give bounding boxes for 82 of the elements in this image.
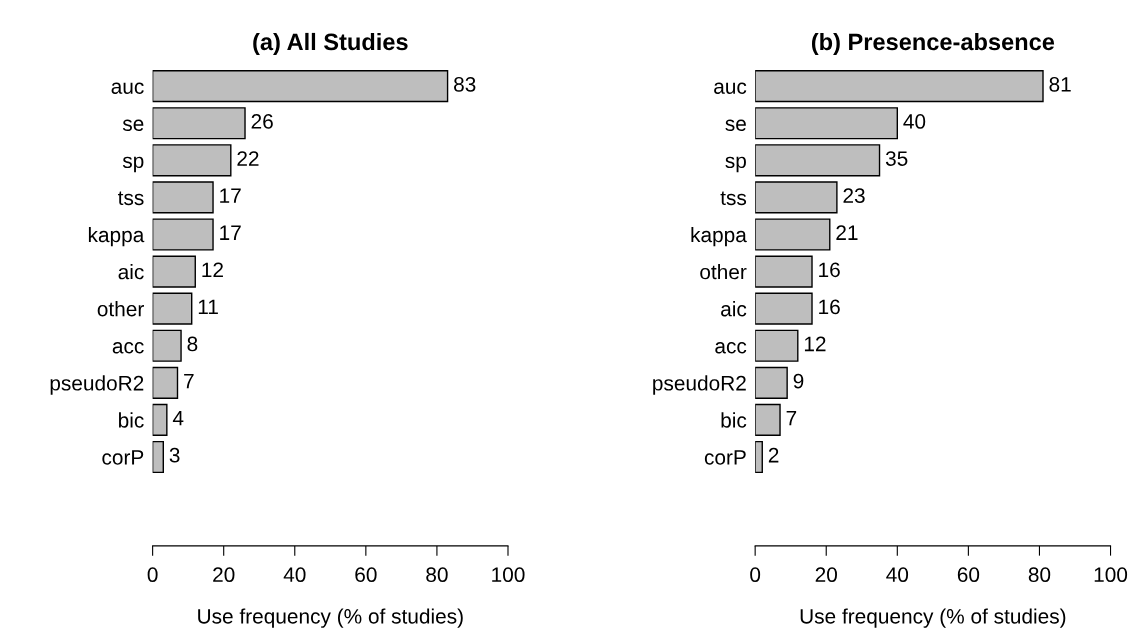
data-label: 2 [768,447,779,463]
bar [152,144,232,177]
bar [152,218,214,251]
y-tick-label: other [97,301,144,317]
y-tick-label: se [122,119,144,131]
x-tick-label: 100 [1094,567,1128,583]
y-tick-label: pseudoR2 [50,375,144,395]
data-label: 8 [187,336,198,352]
y-tick-label: sp [122,156,144,173]
bar [755,440,763,474]
bar [152,70,449,103]
bar [755,181,838,214]
bar [755,70,1044,103]
bar [152,329,182,362]
x-tick-label: 100 [492,567,525,583]
bar [755,144,881,177]
bar [152,403,168,436]
x-axis-title: Use frequency (% of studies) [198,608,463,628]
data-label: 22 [237,151,259,166]
bar [755,329,799,362]
data-label: 35 [885,151,908,166]
bar [755,107,898,140]
bar [755,292,813,325]
x-tick-label: 60 [355,567,377,583]
data-label: 16 [819,262,840,278]
y-tick-label: bic [119,412,144,428]
data-label: 81 [1049,76,1071,92]
bar [152,255,196,288]
y-tick-label: sp [725,156,746,173]
x-tick-label: 60 [957,567,980,583]
y-tick-label: kappa [88,226,145,247]
data-label: 7 [786,410,797,426]
y-tick-label: acc [715,342,747,354]
bar [152,292,193,325]
data-label: 11 [198,299,218,315]
data-label: 17 [220,188,241,203]
x-tick-label: 80 [426,567,448,583]
data-label: 21 [836,225,858,240]
bar [755,366,788,399]
bar [152,440,164,474]
bar [152,366,179,399]
bar [755,255,813,288]
data-label: 12 [804,336,826,352]
x-tick-label: 80 [1028,567,1051,583]
x-tick-label: 20 [213,567,235,583]
data-label: 40 [903,114,926,129]
bar [755,218,831,251]
data-label: 9 [793,373,804,389]
y-tick-label: acc [112,342,144,354]
y-tick-label: corP [704,450,746,465]
y-tick-label: auc [714,82,747,94]
y-tick-label: tss [117,191,144,206]
data-label: 83 [454,76,476,92]
bar [152,107,246,140]
y-tick-label: auc [111,82,144,94]
x-tick-label: 40 [283,567,306,583]
y-tick-label: tss [720,191,747,206]
y-tick-label: kappa [691,226,747,247]
y-tick-label: aic [721,301,747,317]
bar [152,181,214,214]
data-label: 17 [220,225,241,240]
x-tick-label: 0 [147,567,158,583]
y-tick-label: bic [721,412,747,428]
data-label: 7 [184,373,194,389]
data-label: 16 [819,299,840,315]
y-tick-label: se [725,119,746,131]
y-tick-label: pseudoR2 [653,375,746,395]
data-label: 3 [169,447,180,463]
y-tick-label: corP [102,450,144,465]
y-tick-label: aic [118,264,144,280]
x-tick-label: 20 [815,567,837,583]
data-label: 4 [172,410,184,426]
data-label: 26 [251,114,273,129]
bar [755,403,781,436]
data-label: 12 [202,262,223,277]
x-tick-label: 40 [886,567,909,583]
data-label: 23 [843,188,865,203]
chart-title: (b) Presence-absence [811,32,1055,55]
chart-title: (a) All Studies [253,32,408,55]
x-axis-title: Use frequency (% of studies) [800,608,1066,628]
x-tick-label: 0 [750,567,761,583]
y-tick-label: other [700,264,747,280]
